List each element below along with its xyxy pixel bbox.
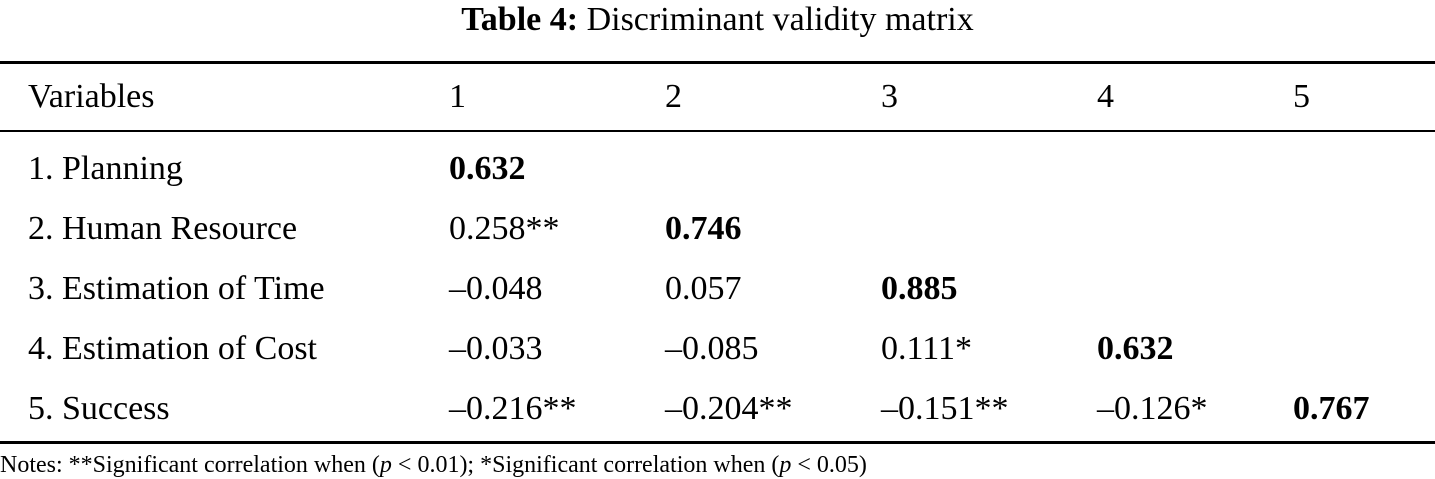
row-variable: 2. Human Resource — [28, 210, 298, 247]
header-col-4: 4 — [1097, 78, 1114, 115]
notes-p-symbol-1: p — [379, 452, 392, 478]
diagonal-cell: 0.767 — [1293, 390, 1370, 427]
header-col-2: 2 — [665, 78, 682, 115]
notes-mid: < 0.01); *Significant correlation when ( — [391, 452, 780, 478]
table-cell: 0.258** — [449, 210, 560, 247]
header-col-5: 5 — [1293, 78, 1310, 115]
table-cell: 0.057 — [665, 270, 742, 307]
table-row: 4. Estimation of Cost –0.033 –0.085 0.11… — [0, 325, 1435, 373]
bottom-rule — [0, 441, 1435, 444]
table-cell: –0.033 — [449, 330, 543, 367]
diagonal-cell: 0.885 — [881, 270, 958, 307]
table-caption-label: Table 4: — [461, 1, 579, 38]
header-col-3: 3 — [881, 78, 898, 115]
diagonal-cell: 0.746 — [665, 210, 742, 247]
table-cell: –0.216** — [449, 390, 577, 427]
diagonal-cell: 0.632 — [449, 150, 526, 187]
table-cell: –0.151** — [881, 390, 1009, 427]
table-caption: Table 4: Discriminant validity matrix — [0, 0, 1435, 48]
top-rule — [0, 61, 1435, 64]
header-col-1: 1 — [449, 78, 466, 115]
table-cell: 0.111* — [881, 330, 972, 367]
notes-prefix: Notes: **Significant correlation when ( — [0, 452, 380, 478]
table-cell: –0.204** — [665, 390, 793, 427]
notes-p-symbol-2: p — [779, 452, 792, 478]
row-variable: 4. Estimation of Cost — [28, 330, 317, 367]
table-row: 2. Human Resource 0.258** 0.746 — [0, 205, 1435, 253]
diagonal-cell: 0.632 — [1097, 330, 1174, 367]
table-caption-text: Discriminant validity matrix — [586, 1, 974, 38]
row-variable: 3. Estimation of Time — [28, 270, 325, 307]
table-header-row: Variables 1 2 3 4 5 — [0, 73, 1435, 121]
table-cell: –0.085 — [665, 330, 759, 367]
notes-suffix: < 0.05) — [791, 452, 867, 478]
row-variable: 1. Planning — [28, 150, 183, 187]
header-variables: Variables — [28, 78, 155, 115]
table-notes: Notes: **Significant correlation when (p… — [0, 450, 1435, 479]
header-rule — [0, 130, 1435, 132]
table-cell: –0.126* — [1097, 390, 1208, 427]
table-row: 3. Estimation of Time –0.048 0.057 0.885 — [0, 265, 1435, 313]
table-row: 5. Success –0.216** –0.204** –0.151** –0… — [0, 385, 1435, 433]
row-variable: 5. Success — [28, 390, 170, 427]
table-row: 1. Planning 0.632 — [0, 145, 1435, 193]
table-cell: –0.048 — [449, 270, 543, 307]
